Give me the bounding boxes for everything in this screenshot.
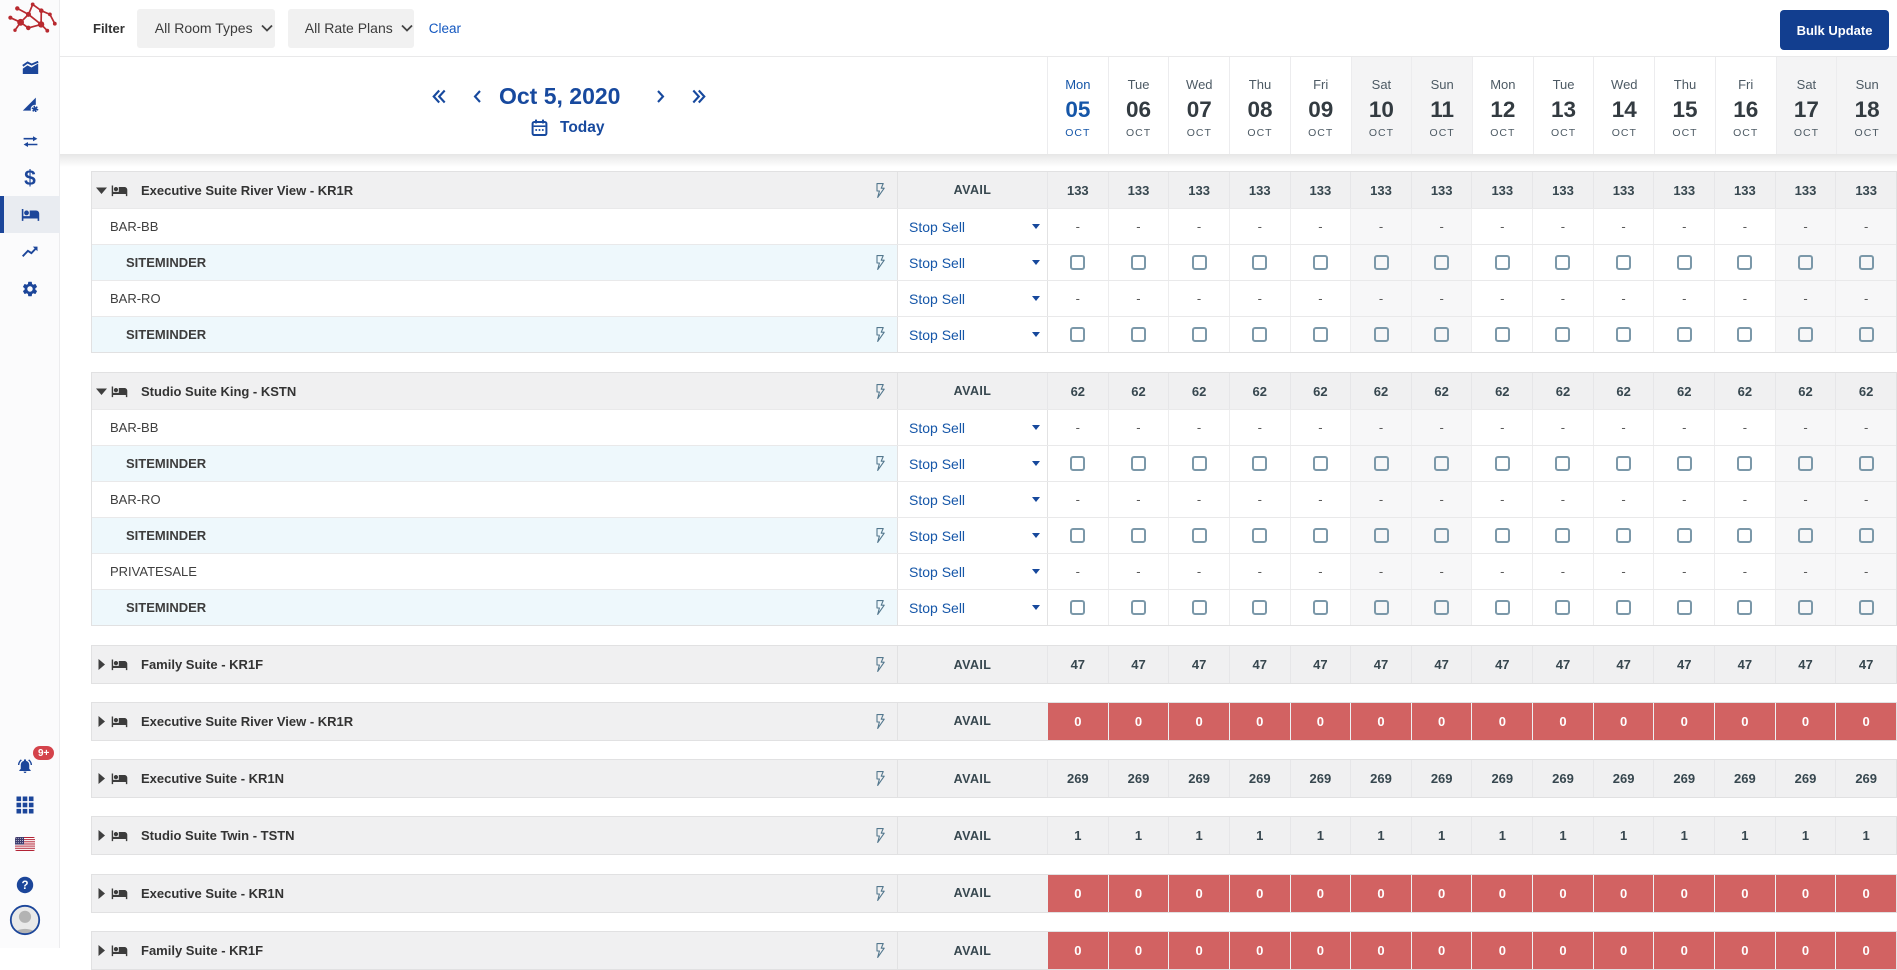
- svg-text:?: ?: [21, 880, 28, 892]
